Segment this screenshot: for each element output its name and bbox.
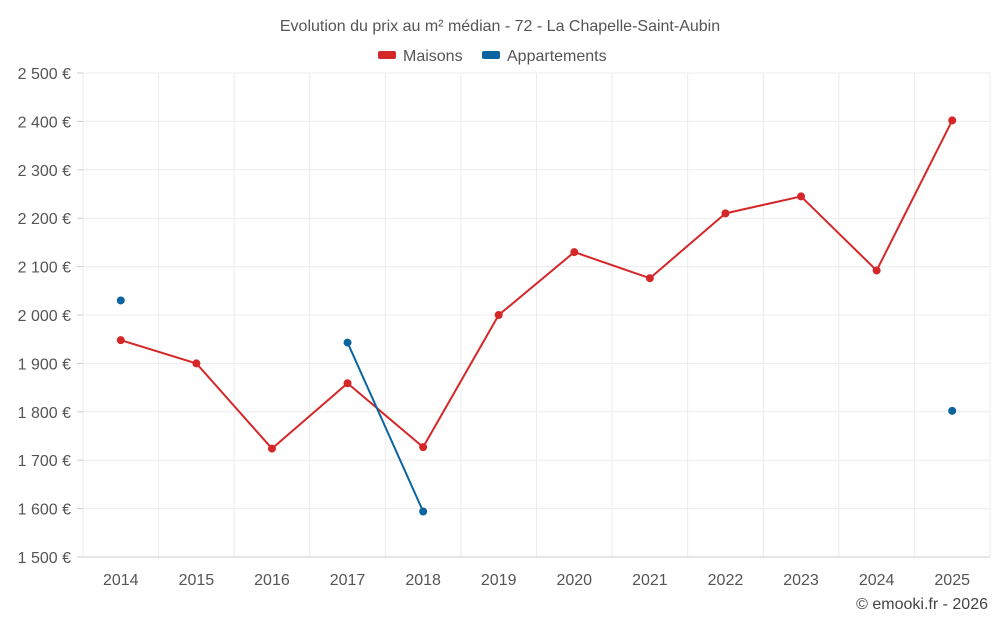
legend-label-appartements: Appartements	[507, 48, 607, 65]
x-tick-label: 2022	[708, 572, 744, 589]
x-tick-label: 2016	[254, 572, 290, 589]
series-group	[116, 116, 957, 516]
credit-text: © emooki.fr - 2026	[856, 596, 988, 613]
data-point-maisons[interactable]	[872, 266, 881, 275]
y-tick-label: 2 500 €	[18, 66, 71, 83]
data-point-maisons[interactable]	[948, 116, 957, 125]
data-point-maisons[interactable]	[343, 379, 352, 388]
legend-item-maisons[interactable]: Maisons	[378, 48, 463, 65]
x-tick-label: 2023	[783, 572, 819, 589]
x-tick-label: 2025	[934, 572, 970, 589]
x-tick-label: 2018	[405, 572, 441, 589]
x-tick-label: 2020	[556, 572, 592, 589]
x-tick-label: 2015	[179, 572, 215, 589]
series-line-appartements	[346, 342, 425, 512]
legend-swatch-appartements	[482, 51, 500, 59]
series-maisons	[116, 116, 957, 453]
y-tick-label: 1 900 €	[18, 356, 71, 373]
data-point-maisons[interactable]	[267, 444, 276, 453]
y-axis-ticks: 1 500 € 1 600 € 1 700 € 1 800 € 1 900 € 2 000…	[18, 66, 83, 567]
data-point-maisons[interactable]	[570, 248, 579, 257]
x-axis-ticks: 2014 2015 2016 2017 2018 2019 2020 2021 2022 2023…	[83, 556, 990, 589]
data-point-maisons[interactable]	[797, 192, 806, 201]
data-point-maisons[interactable]	[721, 209, 730, 218]
data-point-appartements[interactable]	[343, 338, 352, 347]
x-tick-label: 2019	[481, 572, 517, 589]
y-tick-label: 2 100 €	[18, 260, 71, 277]
y-tick-label: 1 800 €	[18, 405, 71, 422]
data-point-maisons[interactable]	[116, 336, 125, 345]
x-tick-label: 2021	[632, 572, 668, 589]
data-point-maisons[interactable]	[494, 311, 503, 319]
series-line-maisons	[120, 119, 954, 450]
y-tick-label: 2 000 €	[18, 308, 71, 325]
legend: Maisons Appartements	[378, 48, 607, 65]
y-tick-label: 1 700 €	[18, 453, 71, 470]
y-tick-label: 2 200 €	[18, 211, 71, 228]
y-tick-label: 1 500 €	[18, 550, 71, 567]
series-appartements	[116, 296, 957, 516]
data-point-maisons[interactable]	[192, 359, 201, 368]
data-point-appartements[interactable]	[948, 406, 957, 415]
data-point-appartements[interactable]	[116, 296, 125, 305]
legend-item-appartements[interactable]: Appartements	[482, 48, 607, 65]
data-point-appartements[interactable]	[419, 507, 428, 516]
x-tick-label: 2014	[103, 572, 139, 589]
legend-swatch-maisons	[378, 51, 396, 59]
data-point-maisons[interactable]	[419, 443, 428, 452]
legend-label-maisons: Maisons	[403, 48, 463, 65]
y-tick-label: 2 400 €	[18, 114, 71, 131]
chart-title: Evolution du prix au m² médian - 72 - La…	[280, 18, 720, 35]
y-tick-label: 1 600 €	[18, 502, 71, 519]
x-tick-label: 2024	[859, 572, 895, 589]
y-tick-label: 2 300 €	[18, 163, 71, 180]
data-point-maisons[interactable]	[645, 274, 654, 283]
x-tick-label: 2017	[330, 572, 366, 589]
